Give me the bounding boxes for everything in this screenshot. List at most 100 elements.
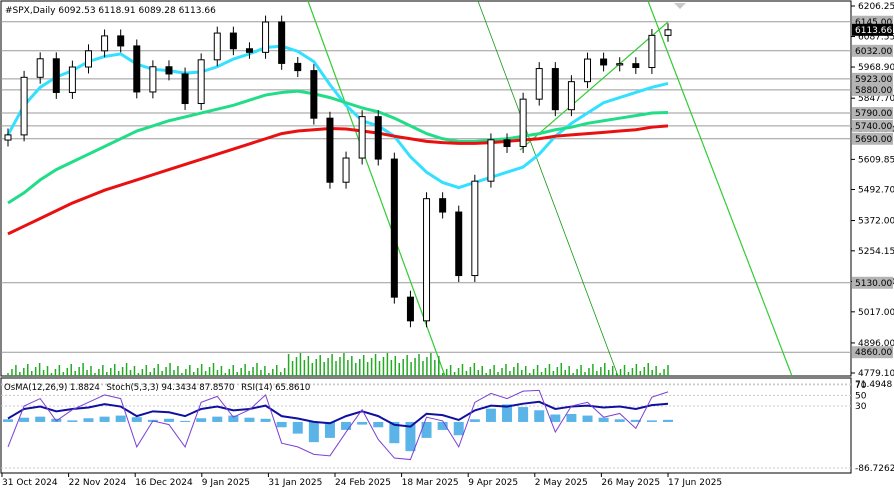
oscillator-panel[interactable]: OsMA(12,26,9) 1.8824 Stoch(5,3,3) 94.343…	[0, 377, 852, 474]
price-level-badge	[852, 119, 893, 132]
candle-body	[551, 68, 559, 111]
date-label: 31 Jan 2025	[268, 478, 322, 488]
osma-bar	[228, 415, 239, 422]
moving-average-line	[7, 89, 669, 205]
candle-body	[455, 211, 463, 277]
candle-body	[197, 59, 205, 105]
oscillator-tick-label: 30	[855, 402, 867, 412]
price-tick-label: 4896.00	[858, 339, 894, 349]
trend-line	[647, 0, 793, 377]
osma-label: OsMA(12,26,9) 1.8824	[4, 383, 100, 393]
price-tick-label: 5609.85	[858, 155, 894, 165]
candle-body	[36, 58, 44, 78]
shift-marker-icon[interactable]	[674, 3, 686, 9]
date-label: 16 Dec 2024	[135, 478, 193, 488]
price-tick-label: 5492.70	[858, 185, 894, 195]
price-level-badge	[852, 44, 893, 57]
candle-body	[616, 63, 624, 66]
osma-bar	[502, 404, 513, 422]
osma-bar	[357, 421, 368, 425]
price-level-label: 5740.00	[855, 122, 892, 132]
osma-bar	[83, 418, 94, 422]
date-label: 18 Mar 2025	[402, 478, 459, 488]
candle-body	[229, 32, 237, 50]
candle-body	[310, 70, 318, 119]
candle-body	[358, 116, 366, 159]
price-level-lines	[1, 21, 851, 353]
oscillator-labels: OsMA(12,26,9) 1.8824 Stoch(5,3,3) 94.343…	[4, 383, 310, 393]
date-label: 26 May 2025	[601, 478, 660, 488]
date-label: 9 Jan 2025	[202, 478, 250, 488]
stoch-line	[7, 389, 669, 461]
osma-bar	[115, 415, 126, 422]
price-tick-label: 5847.70	[858, 94, 894, 104]
osma-histogram	[3, 404, 673, 452]
candle-body	[567, 81, 575, 111]
osma-bar	[196, 418, 207, 422]
osma-bar	[244, 417, 255, 422]
price-panel-frame	[0, 0, 852, 377]
osma-bar	[163, 418, 174, 422]
trend-line	[307, 0, 446, 377]
osma-bar	[630, 419, 641, 422]
osma-bar	[550, 414, 561, 422]
osma-bar	[341, 421, 352, 430]
price-level-label: 6145.00	[855, 18, 892, 28]
osma-bar	[614, 419, 625, 422]
candle-body	[519, 98, 527, 147]
osma-bar	[646, 420, 657, 422]
rsi-label: RSI(14) 65.8610	[241, 383, 310, 393]
osma-bar	[260, 418, 271, 422]
price-level-badge	[852, 72, 893, 85]
candle-body	[439, 198, 447, 213]
price-level-badge	[852, 107, 893, 120]
candle-body	[487, 139, 495, 182]
candle-body	[632, 63, 640, 69]
price-level-label: 4860.00	[855, 348, 892, 358]
oscillator-tick-label: 71.4948	[855, 380, 892, 390]
moving-average-line	[6, 44, 669, 190]
date-label: 22 Nov 2024	[69, 478, 127, 488]
candle-body	[245, 48, 253, 53]
candle-body	[52, 58, 60, 93]
candle-body	[149, 66, 157, 93]
date-label: 2 May 2025	[535, 478, 588, 488]
candle-body	[423, 198, 431, 322]
osma-bar	[469, 419, 480, 422]
price-level-label: 5790.00	[855, 109, 892, 119]
trend-line	[519, 21, 669, 151]
candle-body	[648, 34, 656, 69]
oscillator-tick-label: 70	[855, 381, 867, 391]
price-level-badge	[852, 83, 893, 96]
candle-body	[84, 50, 92, 68]
oscillator-panel-frame	[0, 377, 852, 474]
osma-bar	[566, 413, 577, 422]
price-level-badge	[852, 346, 893, 359]
candle-body	[503, 139, 511, 147]
date-label: 24 Feb 2025	[335, 478, 391, 488]
candle-body	[390, 158, 398, 298]
osma-bar	[131, 417, 142, 422]
candle-body	[117, 35, 125, 47]
candle-body	[101, 35, 109, 52]
candle-body	[471, 180, 479, 277]
price-panel[interactable]: #SPX,Daily 6092.53 6118.91 6089.28 6113.…	[0, 0, 852, 377]
candle-body	[584, 58, 592, 83]
candle-body	[181, 73, 189, 105]
price-tick-label: 5017.00	[858, 308, 894, 318]
price-level-label: 5690.00	[855, 135, 892, 145]
candle-body	[294, 62, 302, 72]
oscillator-level-lines	[1, 383, 851, 469]
moving-average-line	[7, 124, 669, 236]
date-label: 31 Oct 2024	[2, 478, 58, 488]
candlesticks	[4, 15, 672, 328]
price-level-badge	[852, 276, 893, 289]
osma-bar	[67, 420, 78, 422]
price-level-label: 6113.66	[855, 26, 892, 36]
osma-bar	[276, 421, 287, 428]
osma-bar	[389, 421, 400, 444]
osma-bar	[582, 415, 593, 422]
price-level-badge	[852, 23, 893, 36]
